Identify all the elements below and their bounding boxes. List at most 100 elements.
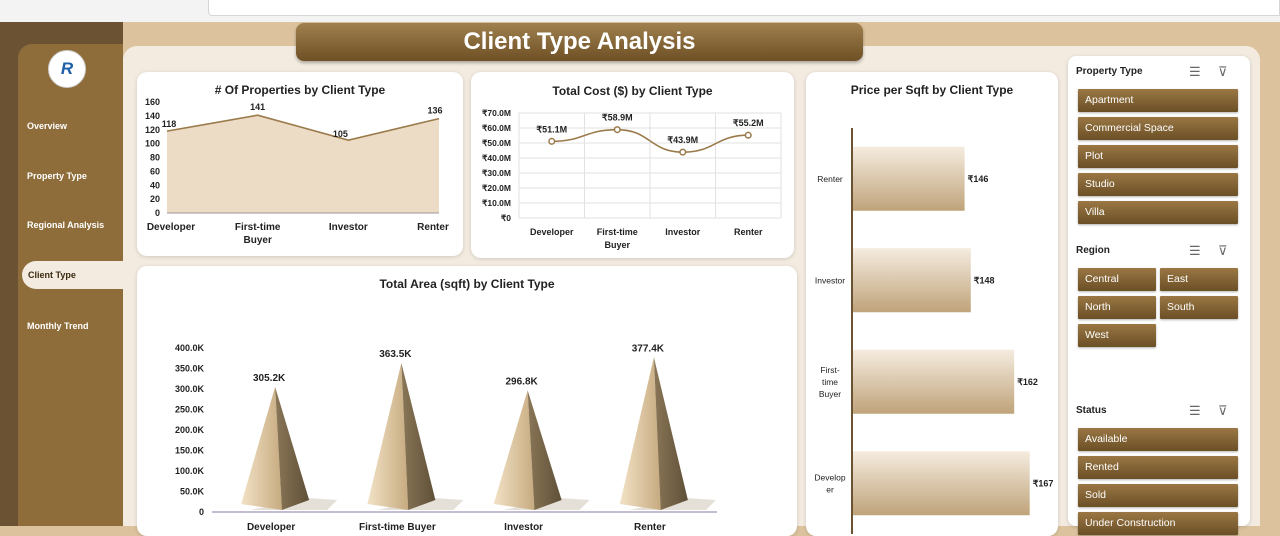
logo: R: [48, 50, 86, 88]
data-label: 363.5K: [379, 349, 412, 360]
y-tick-label: First-: [820, 365, 840, 375]
clear-filter-icon[interactable]: ⊽: [1218, 403, 1228, 418]
x-tick-label: Renter: [417, 222, 449, 233]
x-tick-label: Developer: [147, 222, 195, 233]
formula-bar[interactable]: [208, 0, 1280, 16]
clear-filter-icon[interactable]: ⊽: [1218, 243, 1228, 258]
y-tick-label: ₹0: [501, 213, 511, 223]
y-tick-label: ₹30.0M: [482, 168, 511, 178]
data-point: [548, 137, 556, 145]
data-label: ₹146: [968, 174, 989, 184]
slicer-title-status: Status: [1076, 405, 1107, 416]
y-tick-label: 400.0K: [175, 343, 205, 353]
slicer-item[interactable]: Studio: [1078, 173, 1238, 196]
x-tick-label: Investor: [504, 522, 543, 533]
nav-property-type[interactable]: Property Type: [27, 171, 87, 181]
data-point: [744, 131, 752, 139]
slicer-item[interactable]: Available: [1078, 428, 1238, 451]
area-fill: [167, 115, 439, 213]
area-chart: 0 50.0K 100.0K 150.0K 200.0K 250.0K 300.0K 350.…: [175, 343, 717, 533]
nav-regional-analysis[interactable]: Regional Analysis: [27, 220, 105, 230]
area-line: [166, 114, 440, 141]
slicer-item[interactable]: North: [1078, 296, 1156, 319]
data-label: ₹55.2M: [733, 118, 764, 128]
x-tick-label: Buyer: [243, 235, 271, 246]
x-tick-label: Renter: [634, 522, 666, 533]
properties-chart: 0 20 40 60 80 100 120 140 160 118 141 105 136 Develop…: [145, 97, 449, 246]
page-title: Client Type Analysis: [296, 23, 863, 61]
data-label: ₹162: [1017, 377, 1038, 387]
multi-select-icon[interactable]: ☰: [1189, 64, 1201, 79]
y-tick-label: 350.0K: [175, 364, 205, 374]
x-tick-label: Developer: [247, 522, 295, 533]
data-point: [613, 126, 621, 134]
y-tick-label: Develop: [814, 472, 845, 482]
multi-select-icon[interactable]: ☰: [1189, 243, 1201, 258]
slicer-item[interactable]: Sold: [1078, 484, 1238, 507]
y-tick-label: Investor: [815, 275, 845, 285]
y-tick-label: 250.0K: [175, 405, 205, 415]
slicer-item[interactable]: Villa: [1078, 201, 1238, 224]
y-tick-label: 100.0K: [175, 466, 205, 476]
slicer-item[interactable]: Under Construction: [1078, 512, 1238, 535]
y-tick-label: ₹70.0M: [482, 108, 511, 118]
y-tick-label: 0: [199, 507, 204, 517]
data-label: 296.8K: [506, 376, 539, 387]
area-chart-card: Total Area (sqft) by Client Type 0 50.0K 1…: [137, 266, 797, 536]
price-chart-title: Price per Sqft by Client Type: [850, 83, 1014, 97]
y-tick-label: 50.0K: [180, 487, 205, 497]
cost-chart-card: Total Cost ($) by Client Type ₹0 ₹10.0M ₹2…: [471, 72, 794, 258]
y-tick-label: 120: [145, 125, 160, 135]
slicer-item[interactable]: Plot: [1078, 145, 1238, 168]
pyramid-bar-side: [401, 362, 436, 510]
data-label: 305.2K: [253, 373, 286, 384]
cost-chart-title: Total Cost ($) by Client Type: [552, 84, 713, 98]
price-bar: [853, 146, 965, 211]
y-tick-label: 200.0K: [175, 425, 205, 435]
y-tick-label: 40: [150, 180, 160, 190]
x-tick-label: Developer: [530, 227, 574, 237]
nav-client-type[interactable]: Client Type: [22, 261, 132, 289]
multi-select-icon[interactable]: ☰: [1189, 403, 1201, 418]
pyramid-bar-side: [275, 386, 310, 510]
data-point: [679, 148, 687, 156]
x-tick-label: First-time: [597, 227, 638, 237]
slicer-title-region: Region: [1076, 245, 1110, 256]
slicer-item[interactable]: South: [1160, 296, 1238, 319]
area-chart-title: Total Area (sqft) by Client Type: [379, 277, 555, 291]
pyramid-bar: [367, 362, 409, 510]
slicer-item[interactable]: East: [1160, 268, 1238, 291]
price-bar: [853, 349, 1015, 414]
y-tick-label: er: [826, 484, 834, 494]
y-tick-label: time: [822, 377, 838, 387]
y-tick-label: 100: [145, 139, 160, 149]
data-label: 377.4K: [632, 343, 665, 354]
slicer-item[interactable]: West: [1078, 324, 1156, 347]
properties-chart-card: # Of Properties by Client Type 0 20 40 60 80…: [137, 72, 463, 256]
pyramid-bar: [619, 357, 661, 510]
slicer-item[interactable]: Apartment: [1078, 89, 1238, 112]
clear-filter-icon[interactable]: ⊽: [1218, 64, 1228, 79]
slicer-item[interactable]: Commercial Space: [1078, 117, 1238, 140]
pyramid-bar-side: [527, 390, 562, 510]
y-tick-label: 20: [150, 194, 160, 204]
y-tick-label: Renter: [817, 174, 843, 184]
nav-overview[interactable]: Overview: [27, 121, 68, 131]
x-tick-label: First-time Buyer: [359, 522, 436, 533]
y-tick-label: 60: [150, 166, 160, 176]
pyramid-bar: [241, 386, 282, 510]
data-label: ₹51.1M: [536, 124, 567, 134]
price-chart: ₹146 Renter ₹148 Investor ₹162 First-time Buye…: [814, 128, 1053, 534]
x-tick-label: Buyer: [604, 240, 630, 250]
pyramid-bar: [493, 390, 535, 510]
y-tick-label: ₹40.0M: [482, 153, 511, 163]
nav-monthly-trend[interactable]: Monthly Trend: [27, 321, 89, 331]
data-label: ₹58.9M: [602, 113, 633, 123]
data-label: ₹43.9M: [667, 135, 698, 145]
slicer-item[interactable]: Central: [1078, 268, 1156, 291]
x-tick-label: Investor: [329, 222, 368, 233]
slicer-item[interactable]: Rented: [1078, 456, 1238, 479]
cost-line: [551, 128, 749, 153]
x-tick-label: Renter: [734, 227, 763, 237]
data-label: 136: [427, 106, 442, 116]
